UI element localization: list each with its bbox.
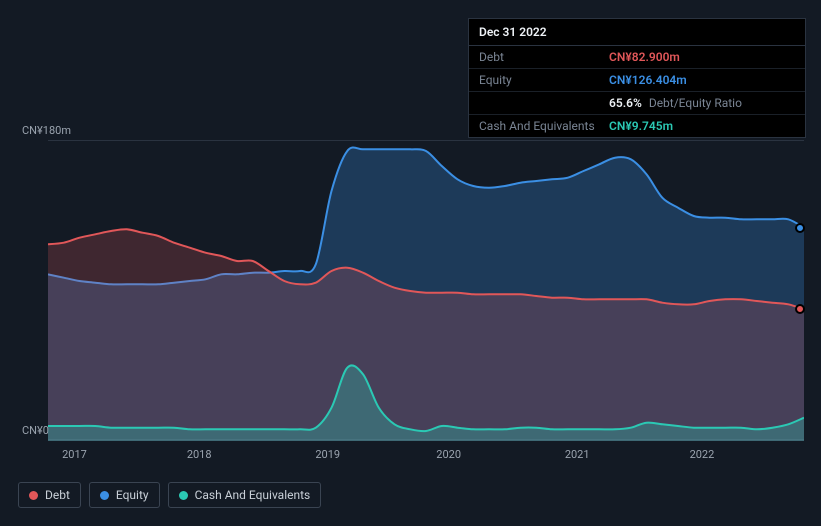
legend-label: Debt — [45, 488, 70, 502]
x-axis-label: 2021 — [565, 448, 590, 461]
x-axis-label: 2018 — [187, 448, 212, 461]
chart-area[interactable] — [48, 140, 804, 440]
legend-item-cash-and-equivalents[interactable]: Cash And Equivalents — [168, 482, 322, 508]
series-end-marker — [795, 223, 805, 233]
tooltip-row: Cash And EquivalentsCN¥9.745m — [469, 115, 805, 137]
tooltip-row: DebtCN¥82.900m — [469, 46, 805, 69]
tooltip-row: 65.6% Debt/Equity Ratio — [469, 92, 805, 115]
x-axis-label: 2022 — [690, 448, 715, 461]
y-axis-max-label: CN¥180m — [22, 124, 71, 137]
x-axis-label: 2020 — [436, 448, 461, 461]
tooltip-panel: Dec 31 2022 DebtCN¥82.900mEquityCN¥126.4… — [468, 18, 806, 138]
y-axis-min-label: CN¥0 — [22, 424, 49, 437]
x-axis-label: 2017 — [62, 448, 87, 461]
legend-dot-icon — [29, 491, 38, 500]
tooltip-row-label: Debt — [479, 50, 609, 64]
tooltip-row-value: CN¥126.404m — [609, 73, 687, 87]
tooltip-row-value: CN¥82.900m — [609, 50, 680, 64]
tooltip-row-value: 65.6% Debt/Equity Ratio — [609, 96, 742, 110]
tooltip-row: EquityCN¥126.404m — [469, 69, 805, 92]
tooltip-row-label: Equity — [479, 73, 609, 87]
tooltip-row-label — [479, 96, 609, 110]
tooltip-row-extra: Debt/Equity Ratio — [646, 96, 742, 110]
legend-label: Equity — [116, 488, 149, 502]
legend-item-equity[interactable]: Equity — [89, 482, 160, 508]
x-axis-label: 2019 — [315, 448, 340, 461]
legend: Debt Equity Cash And Equivalents — [18, 482, 321, 508]
tooltip-row-label: Cash And Equivalents — [479, 119, 609, 133]
chart-svg — [48, 141, 804, 441]
tooltip-date: Dec 31 2022 — [469, 19, 805, 46]
legend-dot-icon — [100, 491, 109, 500]
legend-label: Cash And Equivalents — [195, 488, 311, 502]
legend-item-debt[interactable]: Debt — [18, 482, 81, 508]
legend-dot-icon — [179, 491, 188, 500]
series-end-marker — [795, 304, 805, 314]
tooltip-row-value: CN¥9.745m — [609, 119, 673, 133]
